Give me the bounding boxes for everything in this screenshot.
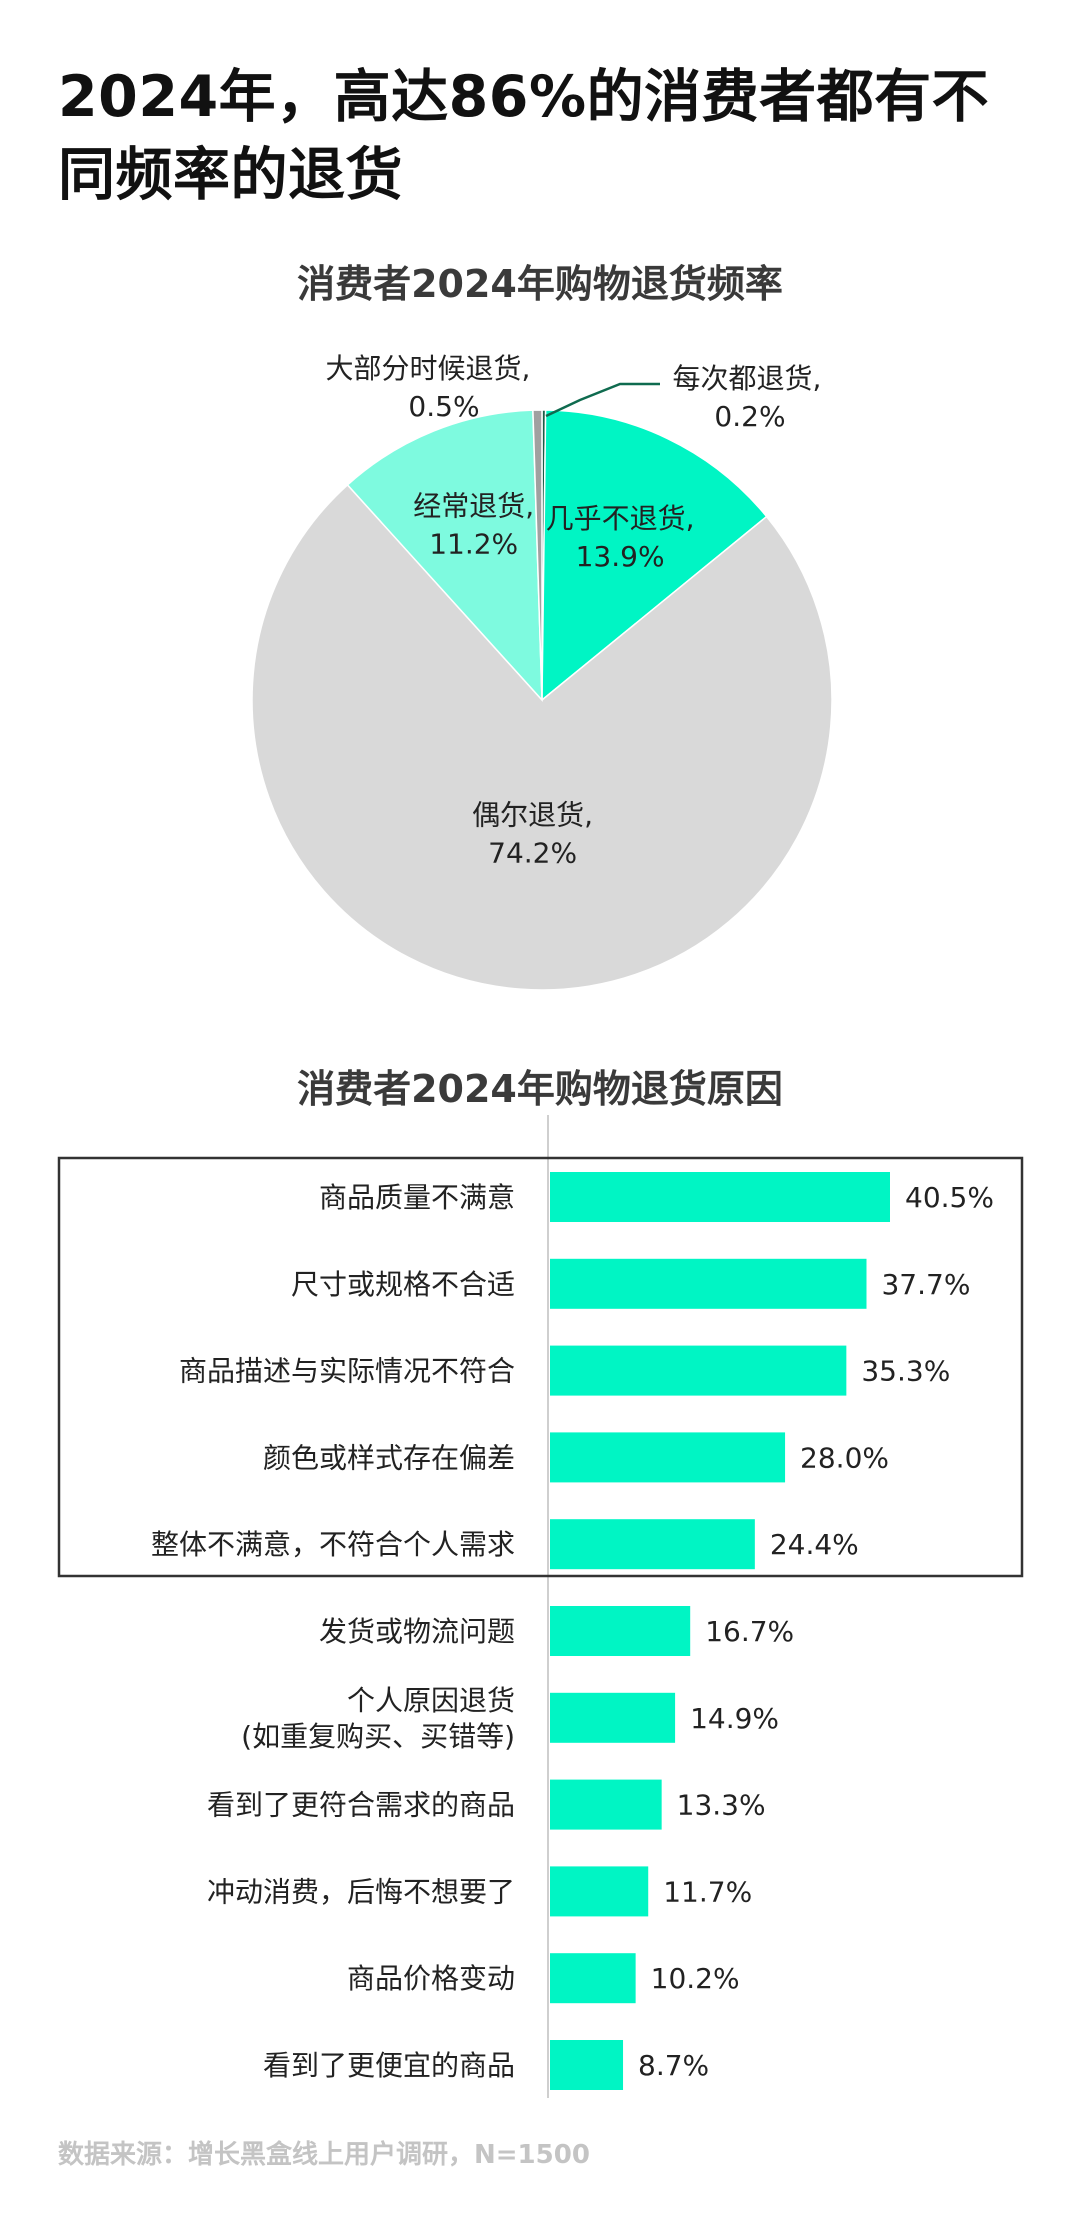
bar-category-label: 商品价格变动 — [347, 1962, 515, 1995]
bar-value-label: 14.9% — [690, 1702, 779, 1735]
pie-value: 0.2% — [714, 400, 785, 433]
pie-chart-title: 消费者2024年购物退货频率 — [297, 262, 783, 306]
pie-value: 13.9% — [576, 540, 665, 573]
bar — [550, 1866, 649, 1917]
bar — [550, 1606, 691, 1656]
bar-value-label: 16.7% — [705, 1615, 794, 1648]
pie-leader-line — [545, 382, 660, 418]
bar-category-label: 尺寸或规格不合适 — [291, 1268, 515, 1301]
bar-value-label: 13.3% — [677, 1789, 766, 1822]
bar-category-label: 个人原因退货 — [347, 1684, 515, 1717]
bar-value-label: 28.0% — [800, 1441, 889, 1474]
source-note: 数据来源：增长黑盒线上用户调研，N=1500 — [58, 2140, 590, 2170]
bar — [550, 1345, 847, 1396]
bar — [550, 2040, 624, 2090]
pie-label: 每次都退货, — [673, 362, 822, 395]
bar-category-label: 商品质量不满意 — [319, 1181, 515, 1214]
pie-label: 几乎不退货, — [546, 502, 695, 535]
pie-label: 经常退货, — [413, 490, 534, 523]
pie-slice — [541, 409, 768, 702]
pie-slice — [346, 409, 543, 703]
bar-value-label: 10.2% — [651, 1962, 740, 1995]
bar-category-label: 整体不满意，不符合个人需求 — [151, 1528, 515, 1561]
bar-category-label: 看到了更便宜的商品 — [263, 2049, 515, 2082]
bar-category-label: 看到了更符合需求的商品 — [207, 1789, 515, 1822]
bar-value-label: 37.7% — [881, 1268, 970, 1301]
pie-slice — [251, 483, 833, 991]
bar — [550, 1172, 890, 1222]
pie-label: 大部分时候退货, — [326, 352, 531, 385]
bar-value-label: 40.5% — [905, 1181, 994, 1214]
highlight-box — [57, 1156, 1024, 1578]
bar-value-label: 35.3% — [861, 1355, 950, 1388]
pie-value: 0.5% — [408, 390, 479, 423]
pie-label: 偶尔退货, — [472, 798, 593, 831]
pie-slice — [532, 409, 543, 701]
pie-value: 11.2% — [429, 528, 518, 561]
bar — [550, 1692, 676, 1743]
bar — [550, 1519, 755, 1570]
bar-category-label: (如重复购买、买错等) — [241, 1720, 515, 1753]
bar-value-label: 24.4% — [770, 1528, 859, 1561]
bar-value-label: 8.7% — [638, 2049, 709, 2082]
bar — [550, 1432, 786, 1483]
pie-value: 74.2% — [488, 836, 577, 869]
bar-category-label: 商品描述与实际情况不符合 — [179, 1355, 515, 1388]
page-title: 2024年，高达86%的消费者都有不同频率的退货 — [58, 64, 990, 208]
bar — [550, 1779, 662, 1830]
bar-value-label: 11.7% — [663, 1875, 752, 1908]
bar-category-label: 冲动消费，后悔不想要了 — [207, 1875, 515, 1908]
bar-chart-title: 消费者2024年购物退货原因 — [297, 1067, 783, 1111]
bar — [550, 1258, 867, 1309]
bar-category-label: 发货或物流问题 — [319, 1615, 515, 1648]
bar-category-label: 颜色或样式存在偏差 — [263, 1441, 515, 1474]
bar — [550, 1953, 636, 2004]
